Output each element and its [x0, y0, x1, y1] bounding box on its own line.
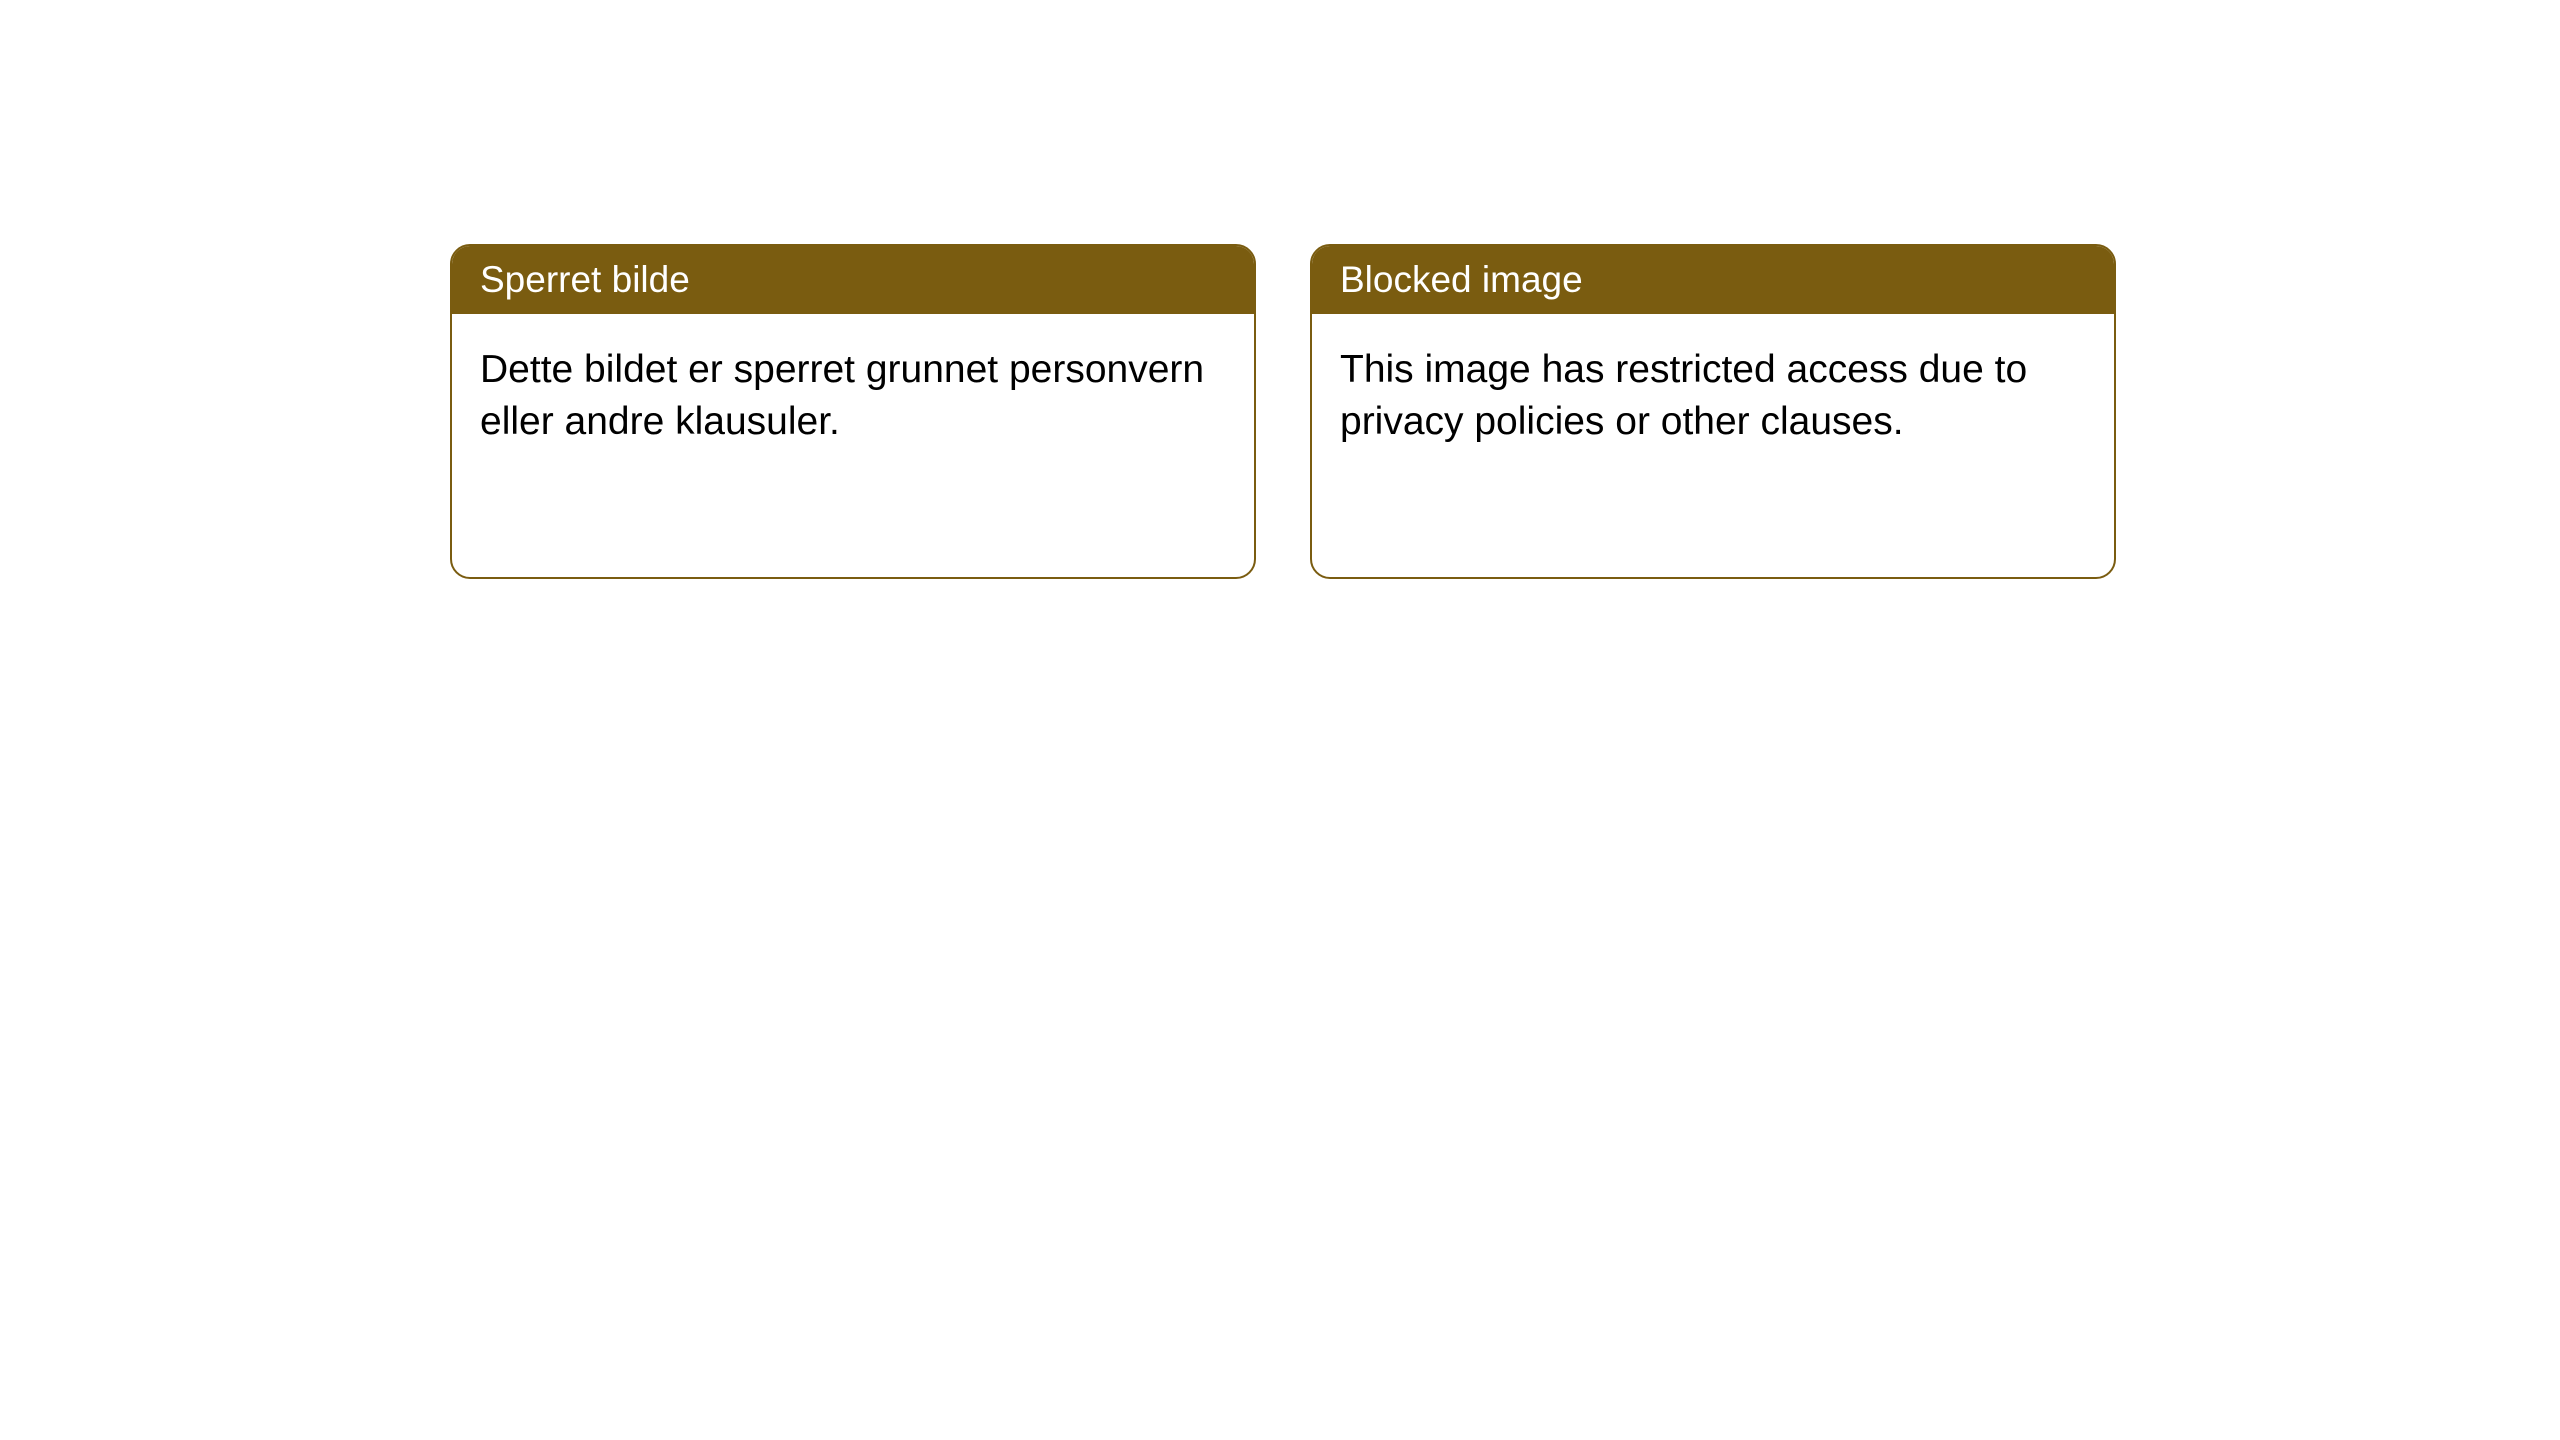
card-header-en: Blocked image [1312, 246, 2114, 314]
card-body-en: This image has restricted access due to … [1312, 314, 2114, 479]
notice-container: Sperret bilde Dette bildet er sperret gr… [0, 0, 2560, 579]
card-header-nb: Sperret bilde [452, 246, 1254, 314]
card-body-nb: Dette bildet er sperret grunnet personve… [452, 314, 1254, 479]
blocked-image-card-en: Blocked image This image has restricted … [1310, 244, 2116, 579]
blocked-image-card-nb: Sperret bilde Dette bildet er sperret gr… [450, 244, 1256, 579]
